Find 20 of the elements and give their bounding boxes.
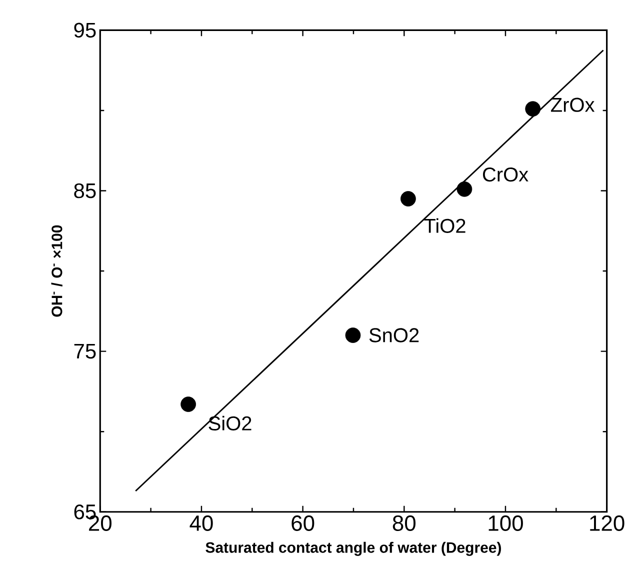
point xyxy=(180,396,196,412)
y-axis-title: OH$^{-}$ / O$^{-}$ ×100 xyxy=(51,225,62,317)
point xyxy=(456,181,472,197)
x-axis-title: Saturated contact angle of water (Degree) xyxy=(206,542,501,556)
y-tick-label: 95 xyxy=(74,22,96,38)
x-tick-label: 60 xyxy=(292,515,314,531)
x-tick-label: 40 xyxy=(190,515,213,531)
point xyxy=(400,191,416,206)
annotation: TiO2 xyxy=(424,218,466,233)
x-tick-label: 100 xyxy=(488,515,523,531)
annotation: SiO2 xyxy=(208,416,252,430)
point xyxy=(345,328,361,343)
x-tick-label: 80 xyxy=(392,515,416,531)
annotation: ZrOx xyxy=(550,98,595,112)
x-tick-label: 120 xyxy=(590,515,624,531)
annotation: SnO2 xyxy=(369,328,419,342)
annotation: CrOx xyxy=(482,167,528,182)
y-tick-label: 75 xyxy=(74,344,96,359)
point xyxy=(525,101,541,117)
y-tick-label: 85 xyxy=(74,183,96,198)
